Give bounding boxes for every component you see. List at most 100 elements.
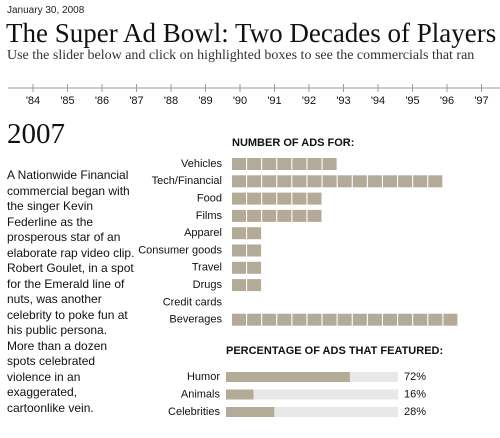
- ad-box[interactable]: [277, 209, 292, 222]
- subtitle: Use the slider below and click on highli…: [7, 48, 475, 63]
- value-label: 28%: [404, 406, 426, 418]
- category-label: Food: [197, 193, 222, 205]
- ad-box[interactable]: [413, 175, 428, 188]
- category-label: Vehicles: [181, 158, 222, 170]
- ad-box[interactable]: [262, 192, 277, 205]
- ad-box[interactable]: [383, 313, 397, 326]
- ad-box[interactable]: [352, 175, 367, 188]
- ad-box[interactable]: [277, 158, 292, 170]
- slider-label[interactable]: '96: [440, 95, 454, 107]
- ad-box[interactable]: [322, 313, 337, 326]
- category-label: Apparel: [184, 227, 222, 239]
- box-group: [232, 209, 322, 222]
- slider-label[interactable]: '86: [95, 95, 109, 107]
- ad-box[interactable]: [232, 244, 246, 257]
- category-label: Credit cards: [163, 296, 223, 308]
- bar: [226, 372, 350, 382]
- ad-box[interactable]: [262, 313, 277, 326]
- feature-label: Celebrities: [168, 406, 220, 418]
- ad-box[interactable]: [367, 313, 382, 326]
- category-label: Drugs: [193, 279, 223, 291]
- slider-label[interactable]: '87: [129, 95, 143, 107]
- slider-label[interactable]: '93: [336, 95, 350, 107]
- ad-box[interactable]: [232, 158, 246, 170]
- track: [226, 407, 398, 417]
- category-label: Travel: [192, 262, 222, 274]
- ad-box[interactable]: [398, 175, 413, 188]
- box-group: [232, 261, 262, 274]
- ad-box[interactable]: [247, 227, 262, 240]
- slider-label[interactable]: '92: [302, 95, 316, 107]
- track: [226, 389, 398, 400]
- ad-box[interactable]: [443, 313, 458, 326]
- feature-label: Humor: [187, 371, 220, 383]
- slider-label[interactable]: '89: [198, 95, 212, 107]
- box-group: [232, 244, 262, 257]
- ad-box[interactable]: [277, 313, 292, 326]
- ad-box[interactable]: [277, 175, 292, 188]
- ad-box[interactable]: [322, 158, 337, 170]
- ad-box[interactable]: [337, 175, 352, 188]
- box-group: [232, 279, 262, 292]
- ad-box[interactable]: [262, 158, 277, 170]
- ad-box[interactable]: [292, 158, 307, 170]
- ad-box[interactable]: [232, 279, 246, 292]
- ad-box[interactable]: [247, 313, 262, 326]
- ad-box[interactable]: [292, 313, 307, 326]
- ad-box[interactable]: [232, 313, 246, 326]
- category-label: Beverages: [169, 314, 222, 326]
- ad-box[interactable]: [232, 192, 246, 205]
- ad-box[interactable]: [247, 209, 262, 222]
- slider-label[interactable]: '95: [405, 95, 419, 107]
- ad-box[interactable]: [247, 261, 262, 274]
- ad-box[interactable]: [292, 175, 307, 188]
- slider-label[interactable]: '94: [371, 95, 385, 107]
- ad-box[interactable]: [277, 192, 292, 205]
- ad-box[interactable]: [428, 175, 443, 188]
- ad-box[interactable]: [307, 192, 322, 205]
- ad-box[interactable]: [367, 175, 382, 188]
- ad-box[interactable]: [322, 175, 337, 188]
- ad-box[interactable]: [232, 209, 246, 222]
- box-group: [232, 175, 443, 188]
- ad-box[interactable]: [232, 227, 246, 240]
- ad-box[interactable]: [398, 313, 413, 326]
- ad-box[interactable]: [428, 313, 443, 326]
- ad-box[interactable]: [307, 313, 322, 326]
- ad-box[interactable]: [307, 209, 322, 222]
- slider-label[interactable]: '85: [60, 95, 74, 107]
- ad-box[interactable]: [247, 158, 262, 170]
- ad-box[interactable]: [262, 175, 277, 188]
- ad-box[interactable]: [247, 244, 262, 257]
- ad-box[interactable]: [307, 175, 322, 188]
- ad-box[interactable]: [307, 158, 322, 170]
- slider-label[interactable]: '97: [474, 95, 488, 107]
- category-label: Films: [196, 210, 223, 222]
- ad-box[interactable]: [413, 313, 428, 326]
- box-group: [232, 192, 322, 205]
- percent-title: PERCENTAGE OF ADS THAT FEATURED:: [226, 345, 443, 357]
- category-label: Consumer goods: [138, 244, 222, 256]
- ads-title: NUMBER OF ADS FOR:: [232, 137, 354, 149]
- ad-box[interactable]: [292, 209, 307, 222]
- slider-label[interactable]: '91: [267, 95, 281, 107]
- category-label: Tech/Financial: [152, 175, 222, 187]
- ad-box[interactable]: [247, 192, 262, 205]
- ad-box[interactable]: [232, 261, 246, 274]
- date: January 30, 2008: [7, 5, 85, 16]
- ad-box[interactable]: [337, 313, 352, 326]
- slider-label[interactable]: '84: [26, 95, 40, 107]
- ad-box[interactable]: [247, 279, 262, 292]
- ad-box[interactable]: [262, 209, 277, 222]
- description: A Nationwide Financial commercial began …: [7, 168, 135, 415]
- ad-box[interactable]: [352, 313, 367, 326]
- slider-label[interactable]: '90: [233, 95, 247, 107]
- ad-box[interactable]: [383, 175, 397, 188]
- ad-box[interactable]: [292, 192, 307, 205]
- ad-box[interactable]: [232, 175, 246, 188]
- box-group: [232, 158, 337, 170]
- ad-box[interactable]: [247, 175, 262, 188]
- slider-label[interactable]: '88: [164, 95, 178, 107]
